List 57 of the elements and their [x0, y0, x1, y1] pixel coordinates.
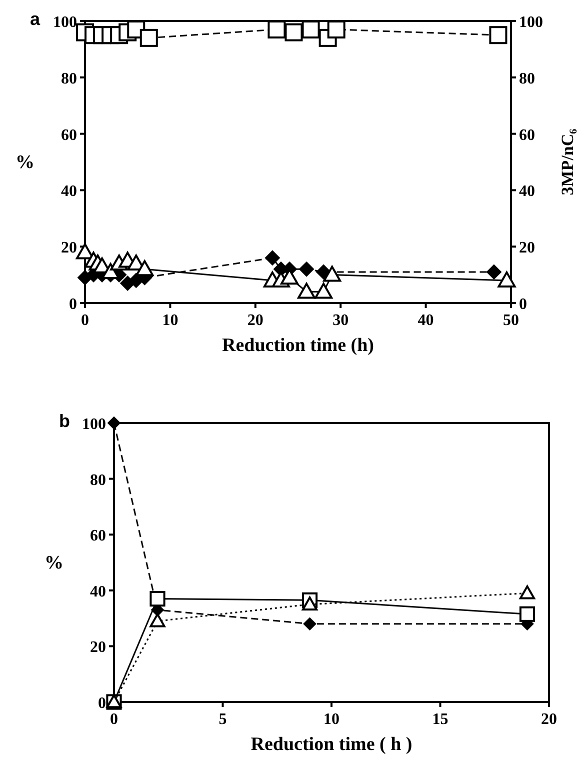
y-axis-title: %: [16, 152, 34, 173]
y-tick-label: 20: [61, 240, 77, 257]
y2-tick-label: 40: [519, 183, 535, 200]
point: [284, 23, 303, 42]
point: [323, 266, 342, 282]
point: [108, 416, 120, 430]
y-tick-label: 40: [61, 183, 77, 200]
point: [303, 617, 316, 630]
point: [302, 20, 320, 38]
x-tick-label: 40: [418, 312, 434, 329]
point: [486, 264, 502, 280]
x-tick-label: 20: [541, 711, 557, 728]
point: [140, 28, 158, 47]
point: [299, 262, 314, 277]
chart-title: b: [59, 411, 70, 431]
x-axis-title: Reduction time (h): [222, 335, 374, 356]
y-tick-label: 60: [90, 528, 106, 545]
y2-axis-title: 3MP/nC₆: [558, 128, 577, 196]
point: [136, 260, 154, 276]
x-tick-label: 30: [332, 312, 349, 329]
x-tick-label: 10: [324, 711, 340, 728]
y-tick-label: 0: [69, 296, 77, 313]
y2-tick-label: 80: [519, 70, 535, 88]
y2-tick-label: 0: [519, 296, 527, 313]
y-axis-title: %: [44, 552, 64, 574]
y-tick-label: 100: [82, 416, 106, 433]
x-tick-label: 15: [432, 711, 448, 728]
y2-tick-label: 20: [519, 240, 535, 257]
point: [489, 26, 508, 44]
x-tick-label: 20: [247, 312, 264, 329]
y2-tick-label: 60: [519, 126, 535, 144]
point: [519, 606, 536, 622]
point: [519, 585, 536, 600]
y-tick-label: 40: [90, 583, 106, 600]
y-tick-label: 20: [90, 639, 106, 656]
point: [150, 590, 166, 607]
chart-title: a: [30, 9, 41, 29]
point: [314, 282, 333, 299]
point: [302, 596, 318, 610]
x-axis-title: Reduction time ( h ): [250, 734, 412, 755]
point: [264, 250, 280, 266]
x-tick-label: 10: [162, 312, 178, 329]
y2-tick-label: 100: [519, 14, 543, 31]
point: [76, 243, 94, 260]
point: [268, 20, 286, 38]
point: [150, 613, 166, 628]
x-tick-label: 0: [110, 711, 118, 728]
x-tick-label: 50: [503, 312, 519, 329]
x-tick-label: 5: [218, 711, 227, 728]
point: [327, 20, 346, 38]
y-tick-label: 0: [98, 695, 106, 712]
point: [498, 271, 516, 288]
y-tick-label: 60: [61, 126, 77, 144]
y-tick-label: 80: [61, 70, 77, 88]
y-tick-label: 80: [90, 472, 106, 489]
y-tick-label: 100: [53, 14, 77, 31]
point: [298, 282, 316, 299]
